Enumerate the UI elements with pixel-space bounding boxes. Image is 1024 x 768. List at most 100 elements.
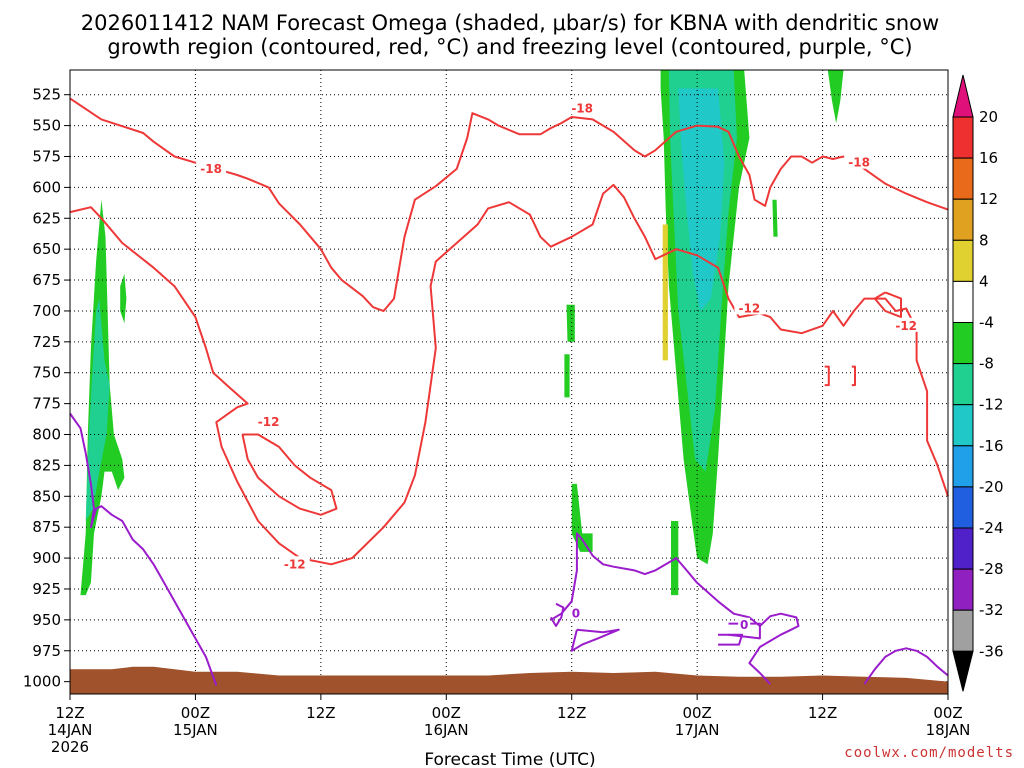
colorbar-label-4: 4 — [979, 272, 989, 290]
colorbar-box-7 — [952, 404, 974, 447]
colorbar-box-9 — [952, 486, 974, 529]
dgz-label-0: -18 — [200, 162, 222, 176]
y-tick-label-600: 600 — [32, 178, 61, 196]
dgz-label-bg-4 — [279, 556, 310, 571]
colorbar-label-0: 20 — [979, 108, 998, 126]
colorbar-label-13: -36 — [979, 642, 1004, 660]
colorbar-box-0 — [952, 116, 974, 159]
omega-pos4 — [662, 224, 668, 361]
x-tick-label-36-2: 16JAN — [424, 721, 469, 739]
freezing-middle-loop4 — [718, 633, 744, 646]
freezing-label-bg-1 — [738, 617, 751, 631]
colorbar-box-12 — [952, 609, 974, 652]
dgz-lower-minus12 — [69, 183, 949, 566]
freezing-contours: 00 — [69, 412, 949, 686]
x-tick-label-72-1: 12Z — [808, 704, 837, 722]
y-tick-label-675: 675 — [32, 271, 61, 289]
freezing-label-bg-0 — [569, 606, 582, 620]
y-tick-label-775: 775 — [32, 395, 61, 413]
dgz-small-loop1 — [824, 365, 830, 387]
chart-title-line1: 2026011412 NAM Forecast Omega (shaded, μ… — [81, 11, 939, 35]
colorbar-label-7: -12 — [979, 396, 1004, 414]
y-tick-label-800: 800 — [32, 426, 61, 444]
freezing-label-1: 0 — [740, 618, 748, 632]
dgz-label-bg-1 — [567, 100, 598, 115]
omega-neg4-blob2 — [566, 304, 575, 342]
dgz-small-loop2 — [851, 365, 856, 387]
x-tick-label-60-1: 00Z — [682, 704, 711, 722]
y-tick-label-525: 525 — [32, 86, 61, 104]
y-tick-label-625: 625 — [32, 209, 61, 227]
colorbar-box-5 — [952, 322, 974, 365]
colorbar-label-8: -16 — [979, 437, 1004, 455]
x-tick-label-12-1: 00Z — [181, 704, 210, 722]
dgz-label-bg-6 — [891, 317, 922, 332]
y-tick-label-550: 550 — [32, 117, 61, 135]
dgz-label-3: -12 — [258, 415, 280, 429]
dgz-label-bg-0 — [196, 160, 227, 175]
x-tick-label-24-1: 12Z — [306, 704, 335, 722]
x-tick-label-0-2: 14JAN — [48, 721, 93, 739]
freezing-left — [69, 412, 218, 686]
dgz-label-bg-5 — [734, 300, 765, 315]
x-tick-label-0-1: 12Z — [55, 704, 84, 722]
dgz-label-2: -18 — [848, 156, 870, 170]
freezing-right — [863, 647, 949, 685]
freezing-middle-loop1 — [549, 602, 565, 627]
x-tick-label-84-2: 18JAN — [926, 721, 971, 739]
chart-title-line2: growth region (contoured, red, °C) and f… — [107, 35, 912, 59]
x-tick-label-48-1: 12Z — [557, 704, 586, 722]
colorbar-label-9: -20 — [979, 478, 1004, 496]
gridlines — [70, 70, 948, 694]
dgz-label-4: -12 — [284, 557, 306, 571]
colorbar-label-10: -24 — [979, 519, 1004, 537]
colorbar-box-10 — [952, 527, 974, 570]
colorbar: 20 16 12 8 4 -4 -8 -12 -16 -20 -24 -28 -32 -36 — [952, 74, 1004, 692]
x-tick-label-84-1: 00Z — [933, 704, 962, 722]
colorbar-box-6 — [952, 363, 974, 406]
colorbar-label-1: 16 — [979, 149, 998, 167]
y-tick-label-750: 750 — [32, 364, 61, 382]
y-tick-label-875: 875 — [32, 518, 61, 536]
colorbar-box-8 — [952, 445, 974, 488]
colorbar-bottom-arrow — [952, 650, 974, 692]
freezing-label-0: 0 — [572, 607, 580, 621]
credit-text: coolwx.com/modelts — [844, 745, 1014, 761]
colorbar-box-4 — [952, 280, 974, 323]
omega-neg4-blob1 — [120, 273, 127, 324]
colorbar-label-2: 12 — [979, 190, 998, 208]
omega-shading — [80, 70, 844, 596]
dgz-label-5: -12 — [739, 301, 761, 315]
dgz-loop-minus12 — [241, 433, 338, 516]
y-tick-label-950: 950 — [32, 611, 61, 629]
y-tick-label-725: 725 — [32, 333, 61, 351]
omega-neg12-main — [678, 88, 725, 311]
colorbar-label-11: -28 — [979, 560, 1004, 578]
freezing-middle — [550, 532, 800, 685]
omega-neg4-blob3 — [564, 354, 570, 398]
x-axis-label: Forecast Time (UTC) — [424, 750, 595, 768]
y-axis: 525 550 575 600 625 650 675 700 725 750 775 800 825 8… — [23, 86, 70, 691]
colorbar-box-11 — [952, 568, 974, 611]
omega-neg8-early — [85, 298, 110, 521]
dgz-label-6: -12 — [895, 319, 917, 333]
dgz-label-bg-2 — [844, 154, 875, 169]
dgz-label-bg-3 — [253, 414, 284, 429]
plot-frame — [69, 69, 949, 695]
y-tick-label-825: 825 — [32, 456, 61, 474]
x-tick-label-0-3: 2026 — [51, 738, 89, 756]
dgz-contours: -18 -18 -18 -12 -12 -12 -12 — [69, 97, 949, 571]
y-tick-label-700: 700 — [32, 302, 61, 320]
ground-fill — [70, 666, 948, 694]
colorbar-label-12: -32 — [979, 601, 1004, 619]
x-tick-label-12-2: 15JAN — [173, 721, 218, 739]
colorbar-label-5: -4 — [979, 314, 994, 332]
y-tick-label-975: 975 — [32, 642, 61, 660]
dgz-label-1: -18 — [571, 101, 593, 115]
y-tick-label-575: 575 — [32, 147, 61, 165]
colorbar-box-3 — [952, 239, 974, 282]
